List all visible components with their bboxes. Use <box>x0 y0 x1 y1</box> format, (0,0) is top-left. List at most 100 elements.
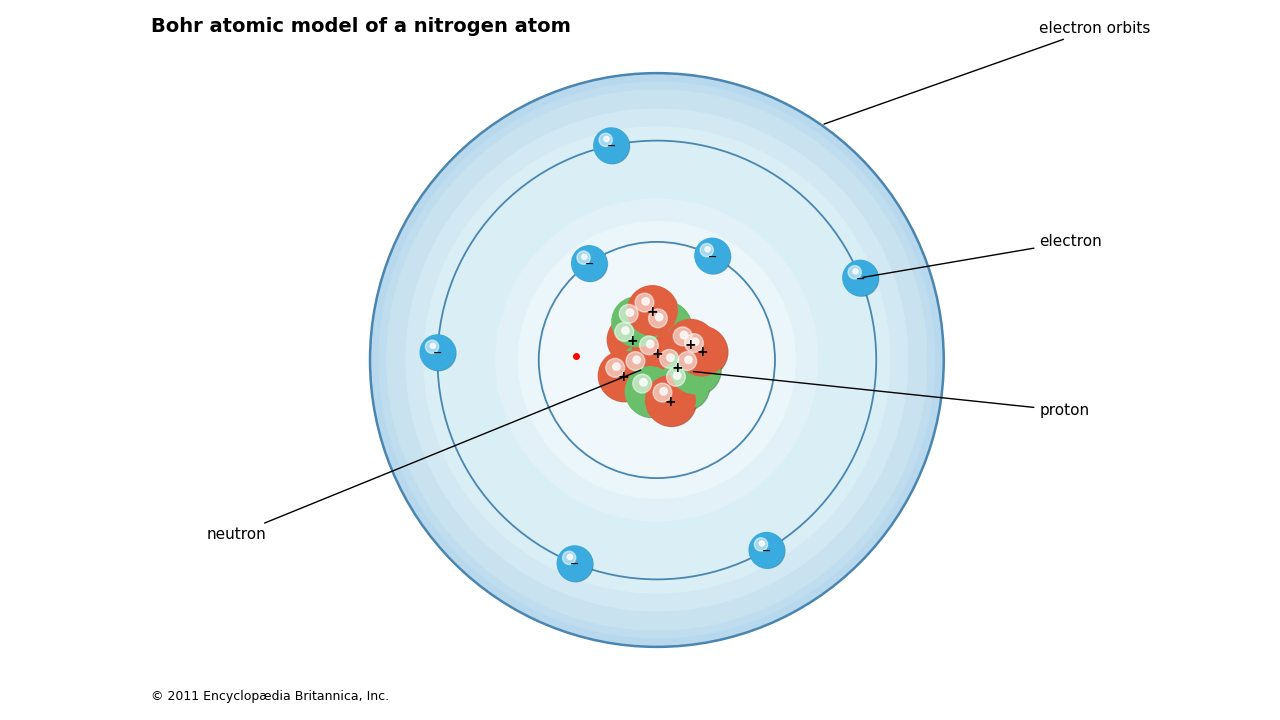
Circle shape <box>655 313 663 321</box>
Circle shape <box>614 323 634 341</box>
Circle shape <box>632 328 682 378</box>
Text: −: − <box>607 141 616 151</box>
Circle shape <box>635 293 654 312</box>
Circle shape <box>685 356 692 364</box>
Circle shape <box>620 305 639 323</box>
Text: © 2011 Encyclopædia Britannica, Inc.: © 2011 Encyclopædia Britannica, Inc. <box>151 690 389 703</box>
Circle shape <box>497 199 818 521</box>
Circle shape <box>622 327 630 334</box>
Circle shape <box>379 82 934 638</box>
Circle shape <box>678 328 728 377</box>
Circle shape <box>667 320 717 370</box>
Circle shape <box>628 287 678 336</box>
Text: +: + <box>652 348 663 361</box>
Circle shape <box>608 316 658 366</box>
Circle shape <box>695 238 730 273</box>
Text: −: − <box>433 348 443 359</box>
Circle shape <box>627 368 676 418</box>
Circle shape <box>659 360 709 410</box>
Circle shape <box>678 351 696 371</box>
Circle shape <box>643 302 692 352</box>
Circle shape <box>626 366 675 416</box>
Text: electron orbits: electron orbits <box>824 21 1151 124</box>
Circle shape <box>696 239 731 274</box>
Circle shape <box>605 359 625 377</box>
Circle shape <box>759 541 764 546</box>
Text: −: − <box>855 274 865 284</box>
Circle shape <box>577 251 590 264</box>
Circle shape <box>659 349 678 368</box>
Circle shape <box>387 90 927 630</box>
Circle shape <box>420 335 456 370</box>
Circle shape <box>599 133 612 146</box>
Circle shape <box>685 333 704 353</box>
Text: +: + <box>626 334 637 348</box>
Circle shape <box>640 336 658 355</box>
Circle shape <box>424 127 890 593</box>
Circle shape <box>634 330 682 379</box>
Circle shape <box>649 309 667 328</box>
Circle shape <box>567 554 572 559</box>
Circle shape <box>440 143 874 577</box>
Text: −: − <box>570 559 580 570</box>
Circle shape <box>654 343 703 392</box>
Text: Bohr atomic model of a nitrogen atom: Bohr atomic model of a nitrogen atom <box>151 17 571 36</box>
Text: +: + <box>685 338 696 353</box>
Circle shape <box>582 254 588 259</box>
Circle shape <box>572 247 608 282</box>
Circle shape <box>618 344 668 394</box>
Circle shape <box>430 343 435 348</box>
Circle shape <box>667 354 675 361</box>
Circle shape <box>604 136 609 142</box>
Circle shape <box>572 246 607 281</box>
Circle shape <box>646 341 654 348</box>
Circle shape <box>541 244 773 476</box>
Text: +: + <box>671 361 684 375</box>
Circle shape <box>643 297 649 305</box>
Text: −: − <box>585 259 594 269</box>
Circle shape <box>645 376 695 426</box>
Text: +: + <box>664 395 676 409</box>
Circle shape <box>660 361 710 410</box>
Circle shape <box>666 320 716 369</box>
Circle shape <box>705 247 710 252</box>
Circle shape <box>667 367 685 386</box>
Circle shape <box>849 266 861 279</box>
Circle shape <box>641 302 691 351</box>
Circle shape <box>626 351 645 371</box>
Circle shape <box>640 379 648 386</box>
Circle shape <box>671 344 719 394</box>
Circle shape <box>562 552 576 564</box>
Circle shape <box>672 346 721 395</box>
Circle shape <box>620 346 669 395</box>
Circle shape <box>627 286 677 336</box>
Text: +: + <box>646 305 658 319</box>
Text: −: − <box>762 546 772 556</box>
Text: +: + <box>696 345 708 359</box>
Circle shape <box>421 336 456 371</box>
Text: proton: proton <box>694 372 1089 418</box>
Circle shape <box>599 352 649 402</box>
Circle shape <box>557 546 593 581</box>
Circle shape <box>660 387 667 395</box>
Circle shape <box>653 342 701 392</box>
Circle shape <box>425 340 439 354</box>
Circle shape <box>844 261 878 296</box>
Circle shape <box>700 243 713 257</box>
Text: neutron: neutron <box>207 370 641 542</box>
Circle shape <box>677 326 727 376</box>
Circle shape <box>370 73 943 647</box>
Circle shape <box>754 538 768 551</box>
Circle shape <box>750 534 785 568</box>
Circle shape <box>749 533 783 567</box>
Circle shape <box>612 297 662 346</box>
Circle shape <box>594 128 628 163</box>
Circle shape <box>673 327 692 346</box>
Text: +: + <box>617 370 628 384</box>
Circle shape <box>653 383 672 402</box>
Circle shape <box>608 315 657 364</box>
Circle shape <box>406 109 908 611</box>
Circle shape <box>842 261 878 295</box>
Circle shape <box>634 356 640 364</box>
Circle shape <box>632 374 652 393</box>
